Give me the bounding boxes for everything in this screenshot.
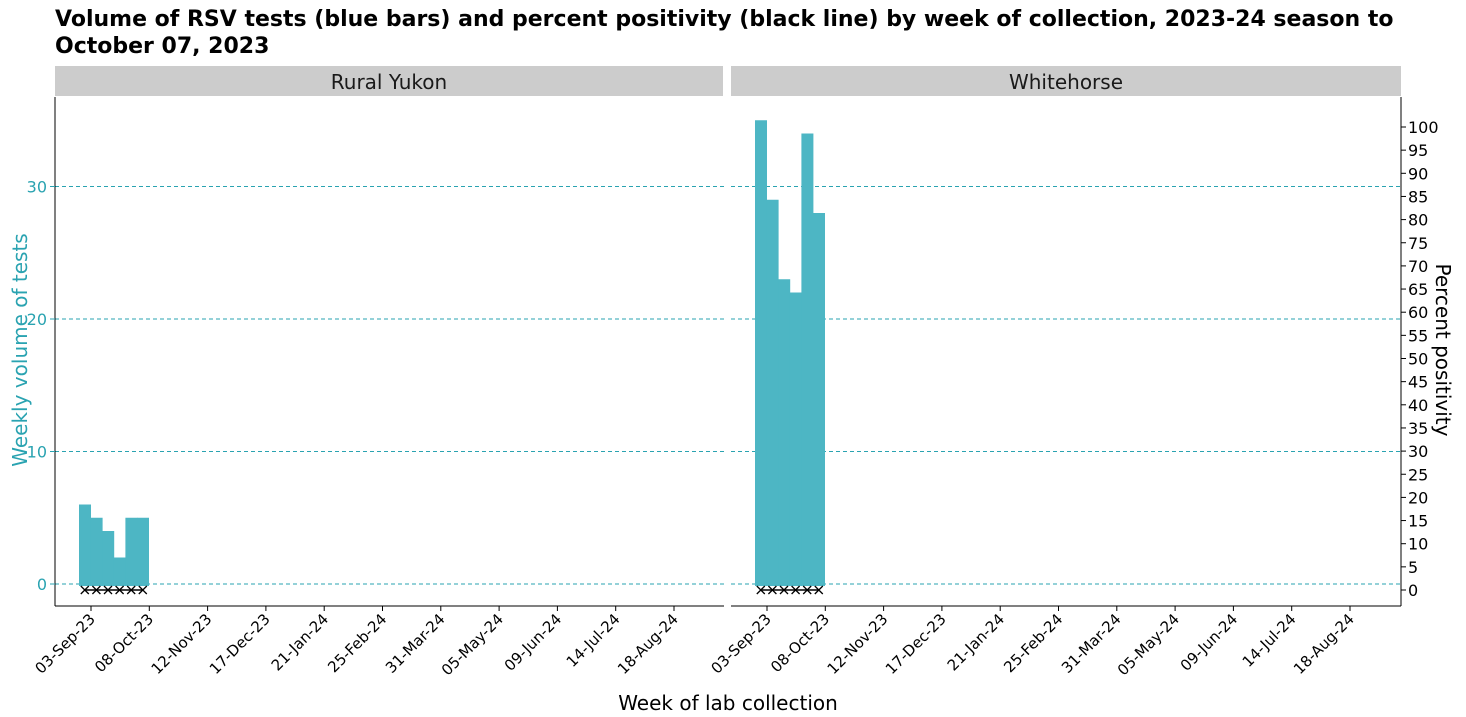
x-tick-label: 09-Jun-24	[1177, 610, 1242, 675]
x-tick-label: 18-Aug-24	[1290, 610, 1358, 678]
positivity-point	[756, 585, 766, 595]
y2-tick-label: 15	[1408, 512, 1428, 531]
x-tick-label: 18-Aug-24	[614, 610, 682, 678]
positivity-point	[814, 585, 824, 595]
positivity-point	[779, 585, 789, 595]
y2-tick-label: 55	[1408, 326, 1428, 345]
y2-tick-label: 50	[1408, 350, 1428, 369]
x-tick-label: 14-Jul-24	[563, 610, 624, 671]
x-tick-label: 08-Oct-23	[91, 610, 157, 676]
facet-label: Rural Yukon	[331, 70, 447, 94]
y2-tick-label: 60	[1408, 303, 1428, 322]
x-tick-label: 21-Jan-24	[944, 610, 1008, 674]
positivity-point	[80, 585, 90, 595]
bar	[766, 199, 779, 586]
positivity-point	[115, 585, 125, 595]
bar	[125, 517, 138, 586]
x-axis-label: Week of lab collection	[618, 691, 838, 715]
y2-tick-label: 10	[1408, 535, 1428, 554]
x-tick-label: 12-Nov-23	[148, 610, 216, 678]
bar	[102, 531, 115, 586]
x-tick-label: 17-Dec-23	[882, 610, 950, 678]
x-tick-label: 05-May-24	[1114, 610, 1183, 679]
x-tick-label: 03-Sep-23	[31, 610, 98, 677]
x-tick-label: 25-Feb-24	[1000, 610, 1066, 676]
bar	[801, 133, 814, 586]
bar	[813, 213, 825, 586]
y2-tick-label: 75	[1408, 234, 1428, 253]
bar	[113, 557, 126, 586]
x-tick-label: 03-Sep-23	[707, 610, 774, 677]
x-tick-label: 05-May-24	[438, 610, 507, 679]
positivity-point	[126, 585, 136, 595]
y2-tick-label: 20	[1408, 488, 1428, 507]
y2-tick-label: 40	[1408, 396, 1428, 415]
y2-tick-label: 85	[1408, 187, 1428, 206]
facet-label: Whitehorse	[1009, 70, 1123, 94]
y2-axis-label: Percent positivity	[1431, 264, 1455, 437]
positivity-point	[767, 585, 777, 595]
y2-tick-label: 35	[1408, 419, 1428, 438]
y2-tick-label: 45	[1408, 373, 1428, 392]
y-tick-label: 20	[27, 310, 47, 329]
y-tick-label: 0	[37, 575, 47, 594]
positivity-point	[91, 585, 101, 595]
bar	[137, 517, 149, 586]
x-tick-label: 14-Jul-24	[1239, 610, 1300, 671]
bar	[755, 120, 767, 586]
x-tick-label: 08-Oct-23	[767, 610, 833, 676]
x-tick-label: 17-Dec-23	[206, 610, 274, 678]
y-tick-label: 30	[27, 178, 47, 197]
bar	[778, 279, 791, 586]
x-tick-label: 25-Feb-24	[324, 610, 390, 676]
x-tick-label: 21-Jan-24	[268, 610, 332, 674]
x-tick-label: 09-Jun-24	[501, 610, 566, 675]
bar	[789, 292, 802, 586]
positivity-point	[802, 585, 812, 595]
y2-tick-label: 95	[1408, 141, 1428, 160]
y2-tick-label: 5	[1408, 558, 1418, 577]
positivity-point	[103, 585, 113, 595]
y2-tick-label: 90	[1408, 164, 1428, 183]
y-tick-label: 10	[27, 443, 47, 462]
y2-tick-label: 65	[1408, 280, 1428, 299]
bar	[79, 504, 91, 586]
x-tick-label: 12-Nov-23	[824, 610, 892, 678]
y2-tick-label: 100	[1408, 118, 1439, 137]
positivity-point	[791, 585, 801, 595]
y2-tick-label: 70	[1408, 257, 1428, 276]
positivity-point	[138, 585, 148, 595]
facet-strip	[731, 66, 1401, 96]
y2-tick-label: 80	[1408, 211, 1428, 230]
bar	[90, 517, 103, 586]
y-axis-label: Weekly volume of tests	[8, 233, 32, 466]
y2-tick-label: 25	[1408, 465, 1428, 484]
y2-tick-label: 0	[1408, 581, 1418, 600]
chart-title: Volume of RSV tests (blue bars) and perc…	[55, 7, 1394, 59]
facet-strip	[55, 66, 723, 96]
y2-tick-label: 30	[1408, 442, 1428, 461]
